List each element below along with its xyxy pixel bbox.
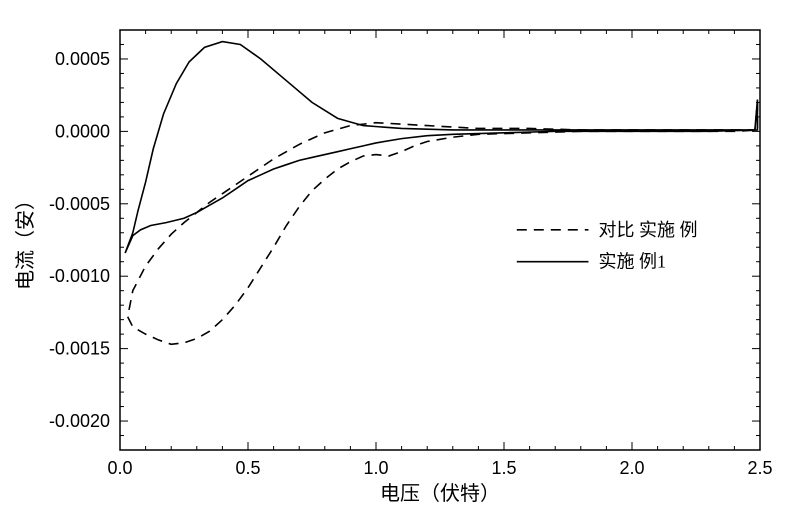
x-tick-label: 0.0 (107, 458, 132, 478)
x-axis-label: 电压（伏特） (380, 482, 500, 505)
legend-label: 实施 例1 (598, 252, 666, 272)
y-tick-label: 0.0000 (55, 121, 110, 141)
cv-chart: 0.0 0.5 1.0 1.5 2.0 2.5 -0.0020 -0.0015 -0.0010 -… (0, 0, 800, 521)
y-tick-label: -0.0020 (49, 411, 110, 431)
x-tick-label: 1.5 (491, 458, 516, 478)
x-tick-label: 1.0 (363, 458, 388, 478)
y-tick-label: 0.0005 (55, 49, 110, 69)
chart-svg: 0.0 0.5 1.0 1.5 2.0 2.5 -0.0020 -0.0015 -0.0010 -… (0, 0, 800, 521)
y-tick-label: -0.0005 (49, 194, 110, 214)
x-tick-label: 0.5 (235, 458, 260, 478)
x-tick-label: 2.5 (747, 458, 772, 478)
y-tick-label: -0.0015 (49, 339, 110, 359)
legend-label: 对比 实施 例 (598, 220, 697, 240)
x-tick-label: 2.0 (619, 458, 644, 478)
y-axis-label: 电流（安） (14, 190, 37, 290)
y-tick-label: -0.0010 (49, 266, 110, 286)
